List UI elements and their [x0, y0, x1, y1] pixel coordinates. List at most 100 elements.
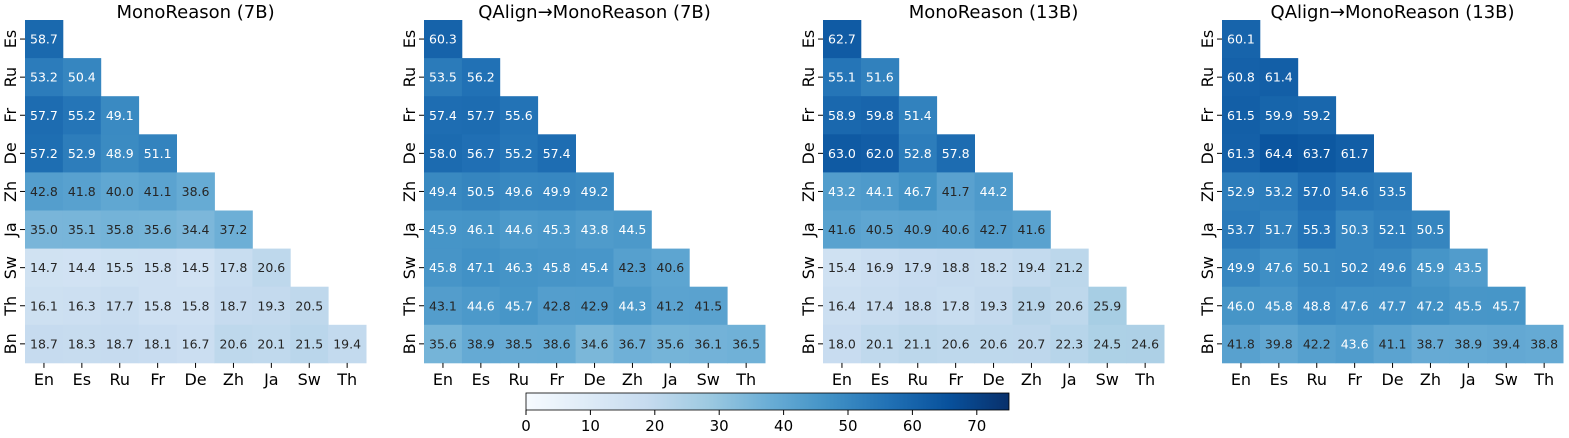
- heatmap-cell: [651, 324, 690, 364]
- cell-value-label: 53.5: [1379, 184, 1407, 199]
- col-tick-label: En: [832, 370, 852, 389]
- cell-value-label: 44.6: [505, 222, 533, 237]
- cell-value-label: 38.8: [1530, 336, 1558, 351]
- col-tick-label: Zh: [1420, 370, 1441, 389]
- row-tick-label: Bn: [799, 333, 818, 354]
- cell-value-label: 59.2: [1303, 108, 1331, 123]
- cell-value-label: 46.7: [904, 184, 932, 199]
- cell-value-label: 21.5: [295, 336, 323, 351]
- cell-value-label: 55.2: [68, 108, 96, 123]
- cell-value-label: 40.6: [942, 222, 970, 237]
- cell-value-label: 18.3: [68, 336, 96, 351]
- cell-value-label: 40.0: [106, 184, 134, 199]
- heatmap-cell: [1222, 134, 1261, 173]
- cell-value-label: 17.7: [106, 298, 134, 313]
- heatmap-cell: [1297, 210, 1337, 249]
- cell-value-label: 38.5: [505, 336, 533, 351]
- cell-value-label: 24.5: [1093, 336, 1121, 351]
- col-tick-label: Sw: [697, 370, 720, 389]
- cell-value-label: 45.8: [1265, 298, 1293, 313]
- cell-value-label: 44.3: [619, 298, 647, 313]
- heatmap-panel-3: MonoReason (13B) 62.7 55.1 51.6 58.9 59.8 51.4…: [799, 2, 1165, 389]
- cell-value-label: 64.4: [1265, 146, 1293, 161]
- cell-value-label: 51.1: [144, 146, 172, 161]
- row-tick-label: Ja: [799, 222, 818, 238]
- heatmap-cell: [62, 324, 102, 364]
- heatmap-cell: [613, 248, 652, 288]
- heatmap-cell: [461, 172, 501, 211]
- heatmap-cell: [499, 172, 539, 211]
- cell-value-label: 20.5: [295, 298, 323, 313]
- heatmap-cell: [138, 286, 177, 326]
- cell-value-label: 42.7: [980, 222, 1008, 237]
- cell-value-label: 41.6: [1018, 222, 1046, 237]
- col-tick-label: Es: [1270, 370, 1288, 389]
- cell-value-label: 48.8: [1303, 298, 1331, 313]
- row-tick-label: Zh: [1198, 181, 1217, 202]
- cell-value-label: 57.4: [429, 108, 457, 123]
- colorbar-tick-label: 60: [903, 417, 922, 434]
- cell-value-label: 36.5: [732, 336, 760, 351]
- cell-value-label: 20.1: [257, 336, 285, 351]
- colorbar-tick-label: 40: [774, 417, 793, 434]
- cell-value-label: 36.1: [694, 336, 722, 351]
- heatmap-cell: [1449, 286, 1488, 326]
- row-tick-label: Fr: [799, 108, 818, 123]
- heatmap-cell: [613, 210, 652, 249]
- heatmap-cell: [1335, 324, 1374, 364]
- cell-value-label: 63.7: [1303, 146, 1331, 161]
- heatmap-cell: [176, 248, 215, 288]
- row-tick-label: Zh: [799, 181, 818, 202]
- cell-value-label: 58.9: [828, 108, 856, 123]
- cell-value-label: 45.8: [543, 260, 571, 275]
- col-tick-label: Zh: [622, 370, 643, 389]
- heatmap-cell: [100, 286, 140, 326]
- heatmap-cell: [860, 58, 900, 97]
- cell-value-label: 22.3: [1055, 336, 1083, 351]
- heatmap-cell: [727, 324, 766, 364]
- heatmap-cell: [25, 248, 64, 288]
- heatmap-cell: [214, 286, 253, 326]
- cell-value-label: 50.1: [1303, 260, 1331, 275]
- heatmap-cell: [974, 324, 1013, 364]
- cell-value-label: 61.4: [1265, 70, 1293, 85]
- heatmap-cell: [138, 248, 177, 288]
- heatmap-cell: [100, 172, 140, 211]
- heatmap-cell: [1259, 134, 1299, 173]
- cell-value-label: 43.8: [581, 222, 609, 237]
- cell-value-label: 39.8: [1265, 336, 1293, 351]
- cell-value-label: 44.2: [980, 184, 1008, 199]
- heatmap-cell: [936, 210, 975, 249]
- heatmap-cell: [575, 210, 614, 249]
- heatmap-cell: [936, 134, 975, 173]
- panel-title: MonoReason (7B): [116, 2, 274, 23]
- cell-value-label: 17.8: [942, 298, 970, 313]
- heatmap-cell: [424, 324, 463, 364]
- cell-value-label: 47.1: [467, 260, 495, 275]
- heatmap-cell: [1373, 286, 1412, 326]
- row-tick-label: Bn: [1198, 333, 1217, 354]
- cell-value-label: 39.4: [1492, 336, 1520, 351]
- cell-value-label: 41.7: [942, 184, 970, 199]
- heatmap-cell: [424, 20, 463, 59]
- row-tick-label: Th: [1198, 296, 1217, 317]
- cell-value-label: 55.6: [505, 108, 533, 123]
- heatmap-cell: [936, 172, 975, 211]
- heatmap-cell: [898, 248, 938, 288]
- heatmap-cell: [25, 58, 64, 97]
- heatmap-cell: [860, 286, 900, 326]
- row-tick-label: Es: [1198, 30, 1217, 48]
- heatmap-cell: [537, 210, 576, 249]
- col-tick-label: En: [34, 370, 54, 389]
- heatmap-cell: [823, 172, 862, 211]
- col-tick-label: De: [982, 370, 1004, 389]
- row-tick-label: De: [400, 142, 419, 164]
- heatmap-cell: [823, 20, 862, 59]
- heatmap-cell: [1012, 210, 1051, 249]
- cell-value-label: 51.7: [1265, 222, 1293, 237]
- cell-value-label: 35.6: [429, 336, 457, 351]
- heatmap-cell: [1411, 286, 1450, 326]
- cell-value-label: 20.6: [942, 336, 970, 351]
- heatmap-cell: [898, 96, 938, 135]
